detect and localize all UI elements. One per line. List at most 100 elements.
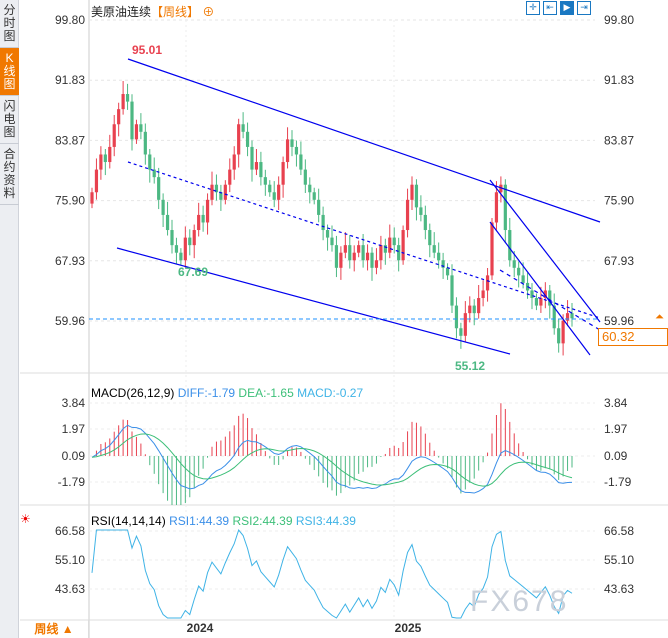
candle-body	[103, 154, 107, 163]
candle-body	[357, 245, 361, 253]
candle-body	[90, 192, 94, 204]
range-icon[interactable]: ⇤	[543, 1, 557, 15]
price-tick-right: 75.90	[604, 194, 634, 208]
period-label: 【周线】	[151, 5, 200, 19]
exit-icon[interactable]: ⇥	[577, 1, 591, 15]
candle-body	[121, 94, 125, 110]
watermark: FX678	[470, 585, 569, 618]
price-tick-left: 75.90	[55, 194, 85, 208]
candle-body	[170, 230, 174, 246]
candle-body	[157, 177, 161, 200]
short-channel-mid	[499, 269, 601, 331]
low-label: 67.69	[178, 265, 208, 279]
rsi-tick-right: 66.58	[604, 524, 634, 538]
candle-body	[317, 199, 321, 215]
tab-kline[interactable]: K线图	[0, 48, 19, 96]
sidebar: 分时图 K线图 闪电图 合约资料	[0, 0, 19, 638]
price-tick-right: 59.96	[604, 314, 634, 328]
candle-body	[130, 101, 134, 140]
rsi-tick-left: 66.58	[55, 524, 85, 538]
price-tick-right: 83.87	[604, 133, 634, 147]
macd-tick-left: 3.84	[62, 396, 86, 410]
dea-line	[91, 433, 573, 487]
price-tick-left: 83.87	[55, 133, 85, 147]
candle-body	[183, 237, 187, 261]
candle-body	[192, 230, 196, 246]
candle-body	[454, 305, 459, 329]
candle-body	[294, 146, 299, 155]
candle-body	[205, 199, 210, 223]
candle-body	[277, 184, 281, 200]
macd-tick-left: 1.97	[62, 422, 86, 436]
candle-body	[321, 214, 325, 231]
candle-body	[290, 139, 294, 147]
candle-body	[530, 290, 534, 299]
candle-body	[379, 245, 383, 261]
candle-body	[228, 169, 232, 185]
candle-body	[259, 162, 263, 178]
candle-body	[432, 245, 436, 253]
candle-body	[419, 207, 423, 215]
macd-tick-right: 1.97	[604, 422, 628, 436]
candle-body	[477, 298, 481, 314]
draw-icon[interactable]: ▶	[560, 1, 574, 15]
candle-body	[494, 192, 499, 223]
candle-body	[263, 177, 267, 185]
candle-body	[108, 146, 112, 163]
candle-body	[441, 260, 445, 268]
candle-body	[534, 298, 539, 306]
price-tick-left: 59.96	[55, 314, 85, 328]
candle-body	[392, 237, 396, 246]
tab-flash[interactable]: 闪电图	[0, 96, 19, 144]
candle-body	[490, 222, 494, 276]
candle-body	[250, 146, 254, 170]
rsi2: RSI2:44.39	[232, 514, 293, 528]
candle-body	[343, 245, 347, 253]
candle-body	[188, 237, 192, 246]
candle-body	[552, 305, 556, 329]
candle-body	[472, 305, 476, 314]
candle-body	[334, 245, 339, 268]
macd-tick-left: 0.09	[62, 449, 86, 463]
candle-body	[370, 252, 374, 268]
price-tick-left: 67.93	[55, 254, 85, 268]
candle-body	[374, 260, 379, 268]
candle-body	[339, 252, 343, 268]
circle-plus-icon[interactable]: ⊕	[202, 5, 215, 19]
price-tick-right: 67.93	[604, 254, 634, 268]
candle-body	[388, 237, 392, 253]
candle-body	[223, 184, 227, 200]
price-tick-left: 99.80	[55, 13, 85, 27]
candle-body	[214, 184, 219, 193]
candle-body	[383, 245, 387, 253]
rsi-tick-right: 55.10	[604, 553, 634, 567]
candle-body	[561, 320, 565, 344]
candle-body	[481, 290, 485, 299]
tab-timeshare[interactable]: 分时图	[0, 0, 19, 48]
macd-legend: MACD(26,12,9) DIFF:-1.79 DEA:-1.65 MACD:…	[91, 386, 363, 400]
candle-body	[512, 260, 516, 268]
candle-body	[125, 94, 130, 102]
candle-body	[459, 328, 463, 336]
macd-tick-right: 0.09	[604, 449, 628, 463]
candle-body	[139, 124, 143, 132]
tab-contract-info[interactable]: 合约资料	[0, 144, 19, 205]
period-selector[interactable]: 周线 ▲	[20, 620, 89, 638]
chart-toolbar: ✛ ⇤ ▶ ⇥	[526, 1, 591, 15]
crosshair-icon[interactable]: ✛	[526, 1, 540, 15]
candle-body	[254, 162, 259, 170]
candle-body	[508, 230, 512, 261]
candle-body	[237, 124, 241, 155]
rsi3: RSI3:44.39	[295, 514, 356, 528]
candle-body	[423, 214, 427, 231]
candle-body	[463, 313, 467, 336]
candle-body	[210, 184, 214, 200]
settings-sun-icon[interactable]: ☀	[20, 512, 31, 526]
macd-tick-right: -1.79	[604, 475, 632, 489]
candle-body	[197, 214, 201, 231]
candle-body	[94, 169, 99, 193]
macd-dea: DEA:-1.65	[238, 386, 294, 400]
instrument-name: 美原油连续	[91, 5, 152, 19]
candle-body	[365, 252, 370, 261]
